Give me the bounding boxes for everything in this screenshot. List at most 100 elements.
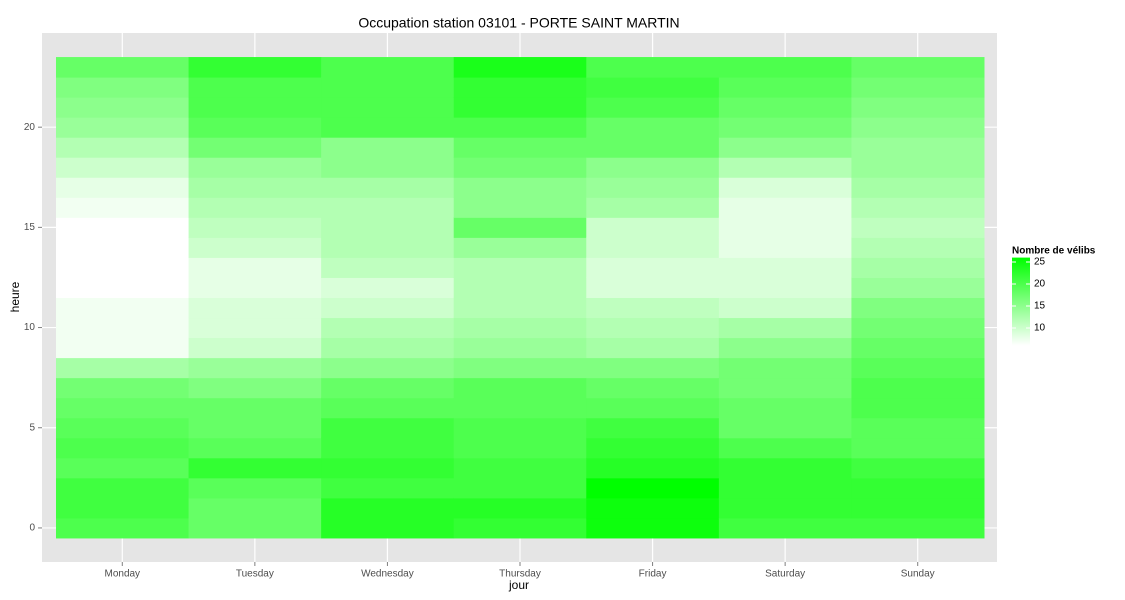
heat-cell xyxy=(188,197,322,218)
x-tick-label: Tuesday xyxy=(236,569,274,580)
color-tick-label: 25 xyxy=(1034,257,1046,268)
heat-cell xyxy=(56,217,190,238)
heat-cell xyxy=(188,457,322,479)
heat-cell xyxy=(188,357,322,379)
heat-cell xyxy=(56,497,190,519)
heat-cell xyxy=(851,257,985,278)
heat-cell xyxy=(851,97,985,118)
heat-cell xyxy=(453,157,587,178)
heat-cell xyxy=(321,257,455,278)
x-tick-label: Monday xyxy=(104,569,140,580)
x-tick-label: Sunday xyxy=(901,569,935,580)
heat-cell xyxy=(718,217,852,238)
heat-cell xyxy=(188,437,322,459)
y-tick-label: 20 xyxy=(24,122,36,133)
legend-title: Nombre de vélibs xyxy=(1012,246,1096,257)
x-tick-label: Friday xyxy=(639,569,667,580)
heat-cell xyxy=(56,517,190,539)
heat-cell xyxy=(453,137,587,158)
heat-cell xyxy=(453,437,587,459)
heat-cell xyxy=(56,417,190,439)
heat-cell xyxy=(851,417,985,439)
heat-cell xyxy=(586,337,720,359)
heat-cell xyxy=(851,457,985,479)
heat-cell xyxy=(586,237,720,258)
heat-cell xyxy=(851,137,985,158)
x-axis-label: jour xyxy=(508,578,529,592)
heat-cell xyxy=(718,97,852,118)
heat-cell xyxy=(453,177,587,198)
x-tick-label: Thursday xyxy=(499,569,541,580)
heat-cell xyxy=(453,297,587,319)
heat-cell xyxy=(851,277,985,298)
heat-cell xyxy=(851,297,985,319)
heat-cell xyxy=(718,337,852,359)
heat-cell xyxy=(321,157,455,178)
heat-cell xyxy=(718,257,852,278)
heat-cell xyxy=(586,277,720,298)
heat-cell xyxy=(851,477,985,499)
heat-cell xyxy=(56,337,190,359)
heat-cell xyxy=(851,177,985,198)
heat-cell xyxy=(56,197,190,218)
heat-cell xyxy=(188,97,322,118)
heat-cell xyxy=(586,57,720,78)
heat-cell xyxy=(718,237,852,258)
x-tick-label: Wednesday xyxy=(361,569,414,580)
heat-cell xyxy=(586,137,720,158)
heat-cell xyxy=(56,177,190,198)
heat-cell xyxy=(56,137,190,158)
heat-cell xyxy=(851,317,985,339)
heat-cell xyxy=(188,337,322,359)
heat-cell xyxy=(453,77,587,98)
heat-cell xyxy=(56,457,190,479)
y-axis-label: heure xyxy=(8,281,22,312)
heat-cell xyxy=(56,437,190,459)
heat-cell xyxy=(453,417,587,439)
heat-cell xyxy=(453,377,587,399)
heat-cell xyxy=(453,57,587,78)
heat-cell xyxy=(56,257,190,278)
heat-cell xyxy=(321,497,455,519)
heat-cell xyxy=(188,377,322,399)
heat-cell xyxy=(586,437,720,459)
heat-cell xyxy=(586,197,720,218)
heat-cell xyxy=(453,337,587,359)
heat-cell xyxy=(586,77,720,98)
heat-cell xyxy=(718,77,852,98)
heat-cell xyxy=(188,297,322,319)
heat-cell xyxy=(188,77,322,98)
heat-cell xyxy=(851,517,985,539)
heat-cell xyxy=(321,357,455,379)
color-tick-label: 10 xyxy=(1034,323,1046,334)
heat-cell xyxy=(453,277,587,298)
heat-cell xyxy=(453,217,587,238)
heat-cell xyxy=(718,177,852,198)
heat-cell xyxy=(56,97,190,118)
heat-cell xyxy=(718,497,852,519)
heat-cell xyxy=(718,117,852,138)
y-tick-label: 0 xyxy=(29,523,35,534)
heat-cell xyxy=(586,217,720,238)
heat-cell xyxy=(56,277,190,298)
heat-cell xyxy=(851,117,985,138)
heat-cell xyxy=(453,97,587,118)
heat-cell xyxy=(453,457,587,479)
heat-cell xyxy=(56,297,190,319)
heat-cell xyxy=(188,477,322,499)
heat-cell xyxy=(718,197,852,218)
heat-cell xyxy=(188,117,322,138)
heat-cell xyxy=(586,377,720,399)
heat-cell xyxy=(718,157,852,178)
heat-cell xyxy=(851,237,985,258)
heat-cell xyxy=(188,277,322,298)
heat-cell xyxy=(586,397,720,419)
heat-cell xyxy=(851,377,985,399)
heat-cell xyxy=(321,517,455,539)
heat-cell xyxy=(188,57,322,78)
heat-cell xyxy=(586,517,720,539)
heat-cell xyxy=(321,417,455,439)
heat-cell xyxy=(188,317,322,339)
heat-cell xyxy=(321,97,455,118)
heat-cell xyxy=(56,397,190,419)
